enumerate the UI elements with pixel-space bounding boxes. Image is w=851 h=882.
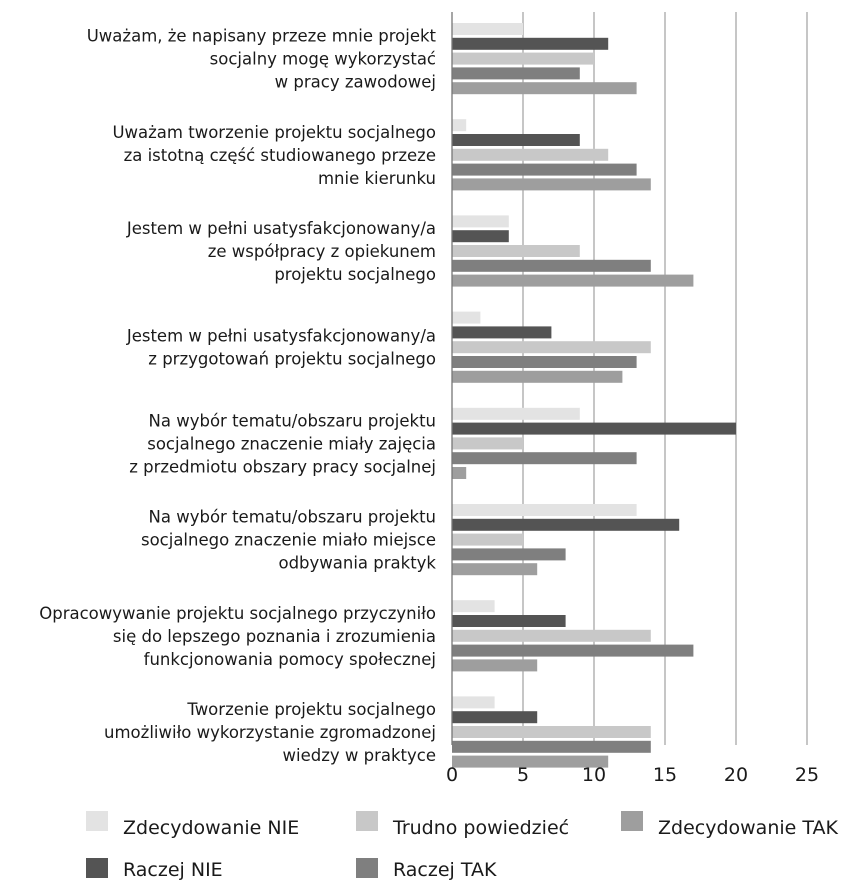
- x-tick-label: 5: [517, 764, 529, 786]
- legend: Zdecydowanie NIE Trudno powiedzieć Zdecydo…: [86, 811, 839, 881]
- bar: [452, 245, 580, 257]
- bar: [452, 533, 523, 546]
- bar: [452, 178, 651, 191]
- x-tick-labels: 0 5 10 15 20 25: [446, 764, 819, 786]
- category-label: Opracowywanie projektu socjalnego przycz…: [39, 604, 436, 669]
- bar: [452, 163, 637, 176]
- category-label-line: umożliwiło wykorzystanie zgromadzonej: [104, 723, 436, 742]
- bar: [452, 407, 580, 420]
- bar: [452, 23, 523, 35]
- bar: [452, 615, 566, 627]
- bar: [452, 437, 523, 450]
- category-label-line: odbywania praktyk: [278, 554, 436, 573]
- legend-label: Zdecydowanie NIE: [123, 817, 299, 839]
- bar: [452, 274, 694, 287]
- legend-label: Raczej TAK: [393, 859, 497, 881]
- category-label: Jestem w pełni usatysfakcjonowany/a z prz…: [126, 327, 436, 369]
- category-label-line: w pracy zawodowej: [275, 73, 436, 92]
- category-label-line: socjalnego znaczenie miały zajęcia: [147, 434, 436, 453]
- category-label-line: projektu socjalnego: [274, 265, 436, 284]
- bar: [452, 452, 637, 465]
- category-label-line: funkcjonowania pomocy społecznej: [144, 650, 436, 669]
- bar: [452, 370, 623, 383]
- bar: [452, 629, 651, 642]
- bar: [452, 659, 538, 672]
- category-label-line: socjalny mogę wykorzystać: [210, 50, 436, 69]
- category-label-line: Na wybór tematu/obszaru projektu: [149, 411, 436, 430]
- legend-label: Raczej NIE: [123, 859, 223, 881]
- category-label: Na wybór tematu/obszaru projektu socjalne…: [129, 411, 436, 476]
- bar: [452, 726, 651, 738]
- bar: [452, 215, 509, 228]
- legend-swatch: [621, 811, 643, 831]
- bar: [452, 37, 609, 50]
- category-label-line: mnie kierunku: [318, 169, 436, 188]
- bar: [452, 259, 651, 272]
- category-label-line: Opracowywanie projektu socjalnego przycz…: [39, 604, 436, 623]
- x-tick-label: 15: [653, 764, 677, 786]
- bar: [452, 134, 580, 146]
- legend-swatch: [86, 811, 108, 831]
- bar: [452, 119, 467, 132]
- bar: [452, 467, 467, 479]
- category-label-line: z przygotowań projektu socjalnego: [148, 350, 436, 369]
- category-label-line: Na wybór tematu/obszaru projektu: [149, 508, 436, 527]
- category-label-line: Jestem w pełni usatysfakcjonowany/a: [126, 327, 436, 346]
- category-label-line: się do lepszego poznania i zrozumienia: [113, 627, 436, 646]
- category-label: Uważam tworzenie projektu socjalnego za i…: [112, 123, 436, 188]
- x-tick-label: 0: [446, 764, 458, 786]
- bar: [452, 148, 609, 161]
- category-label-line: socjalnego znaczenie miało miejsce: [141, 531, 436, 550]
- bar: [452, 740, 651, 753]
- category-label: Jestem w pełni usatysfakcjonowany/a ze ws…: [126, 219, 436, 284]
- bar: [452, 311, 481, 324]
- bar: [452, 644, 694, 657]
- bar: [452, 563, 538, 576]
- legend-item: Raczej NIE: [86, 858, 223, 881]
- category-label-line: Uważam, że napisany przeze mnie projekt: [87, 27, 437, 46]
- bar: [452, 356, 637, 368]
- category-label-line: za istotną część studiowanego przeze: [124, 146, 436, 165]
- x-tick-label: 10: [582, 764, 606, 786]
- bar: [452, 341, 651, 354]
- bars: [452, 23, 736, 768]
- category-label: Tworzenie projektu socjalnego umożliwiło …: [104, 700, 436, 765]
- bar: [452, 422, 736, 435]
- category-label: Uważam, że napisany przeze mnie projekt s…: [87, 27, 437, 92]
- legend-item: Zdecydowanie TAK: [621, 811, 839, 839]
- category-label-line: ze współpracy z opiekunem: [208, 242, 436, 261]
- x-tick-label: 25: [795, 764, 819, 786]
- bar: [452, 548, 566, 561]
- category-label-line: Tworzenie projektu socjalnego: [186, 700, 436, 719]
- category-label-line: Jestem w pełni usatysfakcjonowany/a: [126, 219, 436, 238]
- legend-swatch: [86, 858, 108, 878]
- bar: [452, 600, 495, 613]
- bar: [452, 504, 637, 516]
- category-label-line: wiedzy w praktyce: [283, 746, 437, 765]
- bar: [452, 67, 580, 80]
- bar: [452, 711, 538, 724]
- bar: [452, 326, 552, 339]
- legend-label: Trudno powiedzieć: [392, 817, 569, 839]
- bar: [452, 82, 637, 95]
- legend-item: Trudno powiedzieć: [356, 811, 569, 839]
- category-label-line: z przedmiotu obszary pracy socjalnej: [129, 457, 436, 476]
- legend-swatch: [356, 811, 378, 831]
- bar: [452, 518, 680, 531]
- bar: [452, 230, 509, 243]
- category-labels: Uważam, że napisany przeze mnie projekt s…: [39, 27, 436, 765]
- bar: [452, 755, 609, 768]
- bar: [452, 52, 594, 65]
- x-tick-label: 20: [724, 764, 748, 786]
- bar: [452, 696, 495, 709]
- legend-item: Zdecydowanie NIE: [86, 811, 299, 839]
- category-label-line: Uważam tworzenie projektu socjalnego: [112, 123, 436, 142]
- legend-item: Raczej TAK: [356, 858, 497, 881]
- legend-label: Zdecydowanie TAK: [658, 817, 839, 839]
- category-label: Na wybór tematu/obszaru projektu socjalne…: [141, 508, 436, 573]
- legend-swatch: [356, 858, 378, 878]
